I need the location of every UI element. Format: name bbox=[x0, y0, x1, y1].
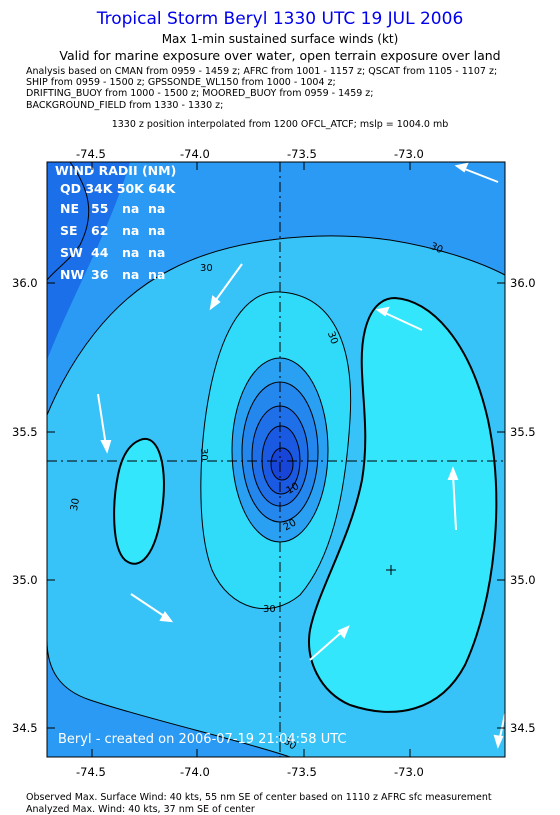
wr-64: na bbox=[148, 201, 165, 216]
wind-arrow-head bbox=[375, 306, 390, 317]
core-ring-5 bbox=[270, 447, 294, 481]
wind-arrow-head bbox=[493, 734, 504, 749]
wind-radii-row: NE 55 na na bbox=[60, 201, 165, 216]
y-tick-label: 35.0 bbox=[510, 573, 536, 587]
x-tick-label: -74.5 bbox=[76, 765, 106, 779]
wr-qd: NE bbox=[60, 201, 79, 216]
wind-radii-table: WIND RADII (NM) QD 34K 50K 64K NE 55 na … bbox=[55, 163, 177, 282]
y-tick-label: 36.0 bbox=[12, 276, 38, 290]
wr-50: na bbox=[122, 245, 139, 260]
subtitle-exposure: Valid for marine exposure over water, op… bbox=[59, 48, 501, 63]
wr-50: na bbox=[122, 201, 139, 216]
wind-arrow bbox=[97, 393, 107, 447]
wr-64: na bbox=[148, 245, 165, 260]
wind-arrow bbox=[309, 629, 345, 661]
wr-qd: SW bbox=[60, 245, 83, 260]
contour-label: 30 bbox=[69, 497, 82, 511]
wind-arrow-head bbox=[447, 466, 459, 480]
wind-radii-row: SE 62 na na bbox=[60, 223, 165, 238]
page-title: Tropical Storm Beryl 1330 UTC 19 JUL 200… bbox=[96, 9, 464, 29]
wr-50: na bbox=[122, 223, 139, 238]
y-tick-label: 34.5 bbox=[510, 721, 536, 735]
contour-label: 30 bbox=[325, 330, 340, 346]
y-tick-label: 35.5 bbox=[12, 425, 38, 439]
wind-arrow bbox=[452, 473, 457, 531]
analysis-line: Analysis based on CMAN from 0959 - 1459 … bbox=[26, 66, 498, 77]
analyzed-max-wind: Analyzed Max. Wind: 40 kts, 37 nm SE of … bbox=[26, 804, 255, 815]
y-tick-label: 35.5 bbox=[510, 425, 536, 439]
contour-outer bbox=[47, 162, 90, 281]
x-tick-label: -73.0 bbox=[394, 765, 424, 779]
region-40kt-west bbox=[113, 437, 165, 565]
plot-frame bbox=[46, 161, 506, 758]
wind-radii-row: NW 36 na na bbox=[60, 267, 165, 282]
wr-34: 44 bbox=[91, 245, 109, 260]
wr-34: 55 bbox=[91, 201, 108, 216]
created-label: Beryl - created on 2006-07-19 21:04:58 U… bbox=[58, 732, 346, 747]
wind-vectors bbox=[97, 162, 505, 749]
x-tick-label: -74.0 bbox=[180, 147, 210, 161]
wind-radii-title: WIND RADII (NM) bbox=[55, 163, 176, 178]
wr-34: 36 bbox=[91, 267, 109, 282]
x-tick-label: -74.0 bbox=[180, 765, 210, 779]
wind-arrow bbox=[461, 167, 499, 183]
contour-label: 30 bbox=[198, 448, 209, 461]
wind-radii-row: SW 44 na na bbox=[60, 245, 165, 260]
wind-radii-header: QD 34K 50K 64K bbox=[60, 181, 177, 196]
wr-qd: NW bbox=[60, 267, 84, 282]
max-wind-marker bbox=[386, 565, 396, 575]
y-tick-label: 36.0 bbox=[510, 276, 536, 290]
wind-arrow bbox=[382, 311, 423, 331]
wind-arrow-head bbox=[337, 625, 350, 639]
wind-arrow-head bbox=[454, 162, 469, 173]
contour-label: 30 bbox=[428, 241, 444, 256]
analysis-line: BACKGROUND_FIELD from 1330 - 1330 z; bbox=[26, 99, 224, 111]
wind-arrow-head bbox=[159, 611, 174, 623]
wind-arrow-head bbox=[209, 295, 221, 311]
x-tick-label: -74.5 bbox=[76, 147, 106, 161]
analysis-line: SHIP from 0959 - 1500 z; GPSSONDE_WL150 … bbox=[26, 77, 336, 89]
analysis-line: DRIFTING_BUOY from 1000 - 1500 z; MOORED… bbox=[26, 88, 374, 100]
wind-arrow-head bbox=[100, 440, 112, 454]
observed-max-wind: Observed Max. Surface Wind: 40 kts, 55 n… bbox=[26, 792, 492, 803]
x-tick-label: -73.5 bbox=[287, 147, 317, 161]
contour-label: 30 bbox=[263, 604, 276, 615]
wr-64: na bbox=[148, 223, 165, 238]
wr-34: 62 bbox=[91, 223, 108, 238]
wr-64: na bbox=[148, 267, 165, 282]
region-40kt-east bbox=[308, 296, 498, 713]
subtitle-winds: Max 1-min sustained surface winds (kt) bbox=[161, 32, 399, 46]
y-tick-label: 34.5 bbox=[12, 721, 38, 735]
analysis-sources: Analysis based on CMAN from 0959 - 1459 … bbox=[26, 66, 497, 111]
x-tick-label: -73.5 bbox=[287, 765, 317, 779]
x-tick-label: -73.0 bbox=[394, 147, 424, 161]
y-tick-label: 35.0 bbox=[12, 573, 38, 587]
wind-arrow bbox=[130, 593, 168, 619]
wr-50: na bbox=[122, 267, 139, 282]
contour-label: 30 bbox=[200, 263, 213, 274]
position-line: 1330 z position interpolated from 1200 O… bbox=[111, 119, 449, 130]
wr-qd: SE bbox=[60, 223, 78, 238]
wind-arrow bbox=[212, 263, 243, 305]
axis-ticks bbox=[47, 162, 505, 757]
